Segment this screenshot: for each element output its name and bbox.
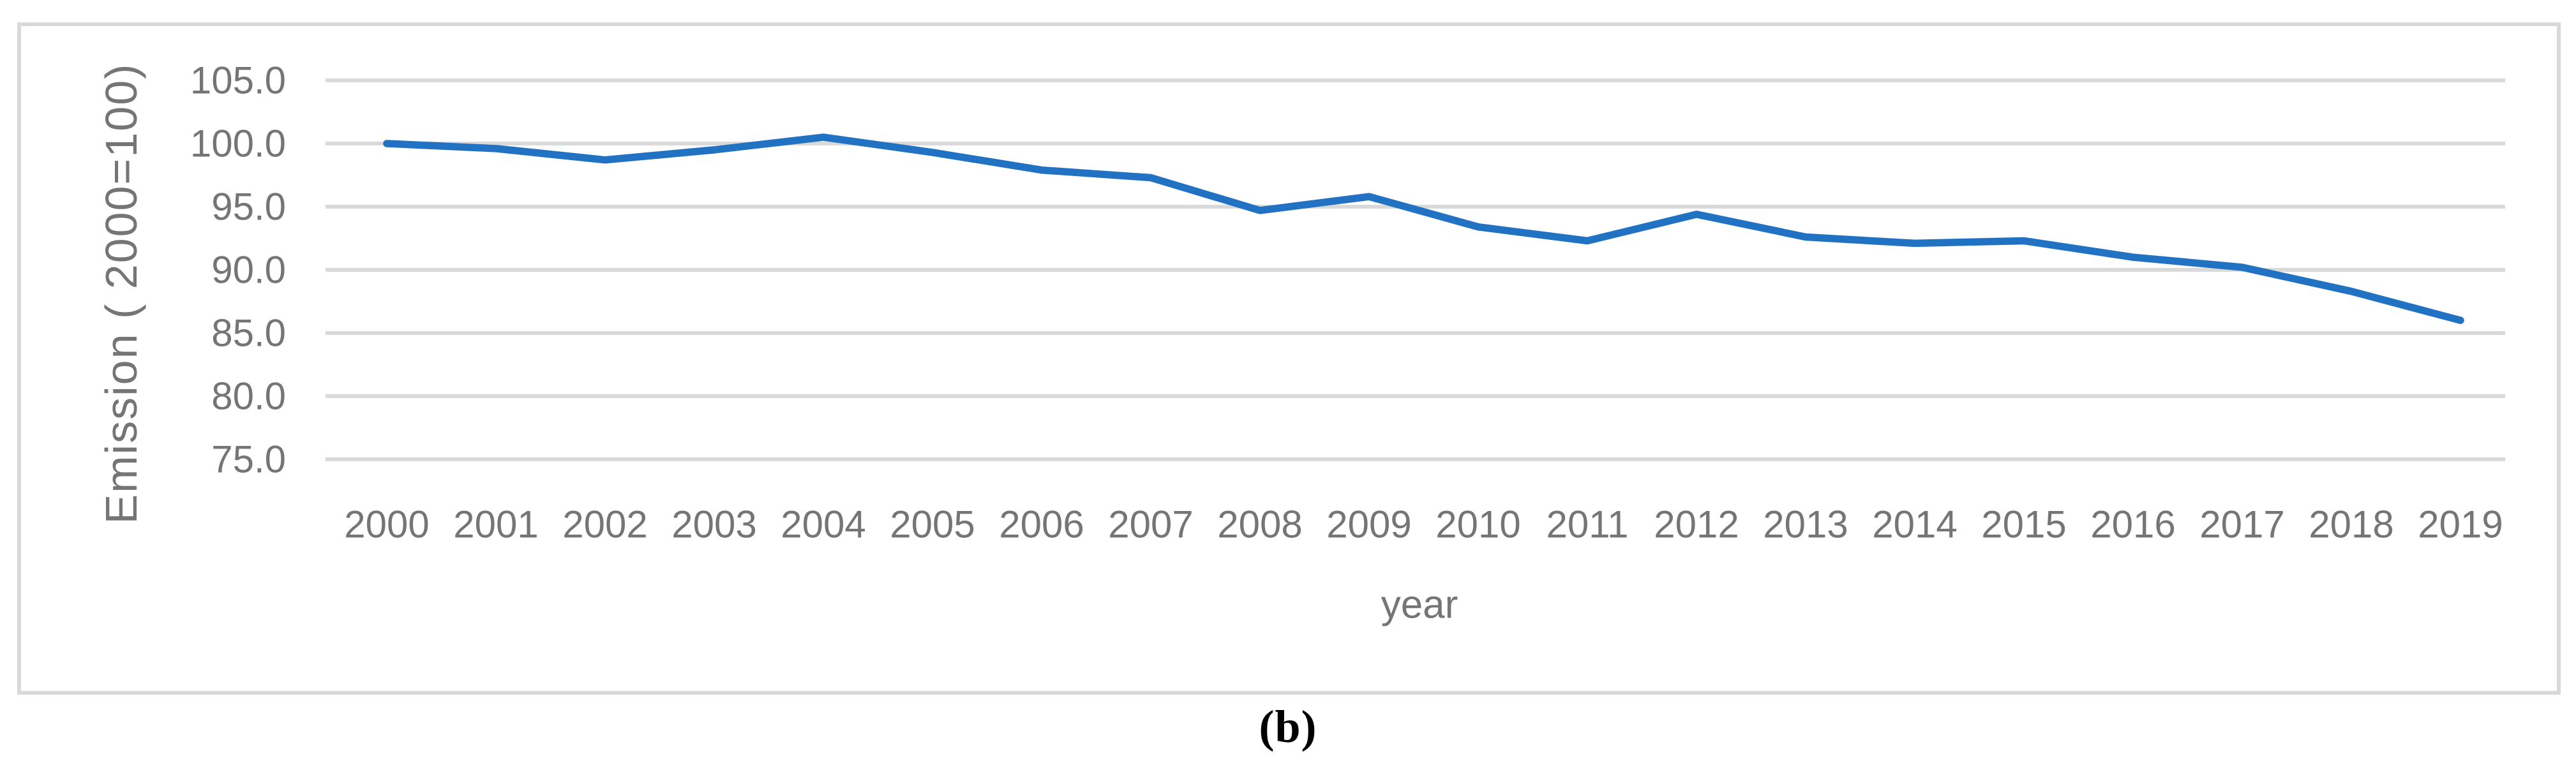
chart-panel (17, 22, 2561, 695)
x-tick-label: 2006 (999, 503, 1084, 546)
x-tick-label: 2016 (2090, 503, 2175, 546)
x-tick-label: 2001 (453, 503, 538, 546)
x-tick-label: 2011 (1546, 503, 1628, 546)
x-tick-label: 2003 (671, 503, 756, 546)
y-tick-label: 90.0 (211, 249, 286, 292)
x-tick-label: 2007 (1108, 503, 1193, 546)
x-tick-label: 2018 (2309, 503, 2393, 546)
x-tick-label: 2009 (1326, 503, 1411, 546)
y-tick-label: 100.0 (190, 122, 286, 165)
x-tick-label: 2002 (562, 503, 647, 546)
x-axis-title: year (1381, 583, 1458, 627)
x-tick-label: 2017 (2199, 503, 2284, 546)
x-tick-label: 2019 (2418, 503, 2503, 546)
y-tick-label: 105.0 (190, 59, 286, 102)
y-axis-title: Emission ( 2000=100) (96, 63, 146, 524)
x-tick-label: 2008 (1217, 503, 1302, 546)
x-tick-label: 2010 (1435, 503, 1520, 546)
emission-series-line (383, 133, 2464, 324)
y-tick-label: 95.0 (211, 186, 286, 228)
x-tick-label: 2014 (1872, 503, 1957, 546)
y-tick-label: 75.0 (211, 438, 286, 481)
x-tick-label: 2005 (890, 503, 975, 546)
x-tick-label: 2013 (1763, 503, 1848, 546)
y-tick-label: 85.0 (211, 312, 286, 355)
x-tick-label: 2015 (1981, 503, 2066, 546)
figure-caption: (b) (1259, 701, 1317, 752)
x-tick-label: 2000 (344, 503, 429, 546)
x-tick-label: 2012 (1654, 503, 1739, 546)
x-tick-label: 2004 (781, 503, 865, 546)
y-tick-label: 80.0 (211, 375, 286, 418)
